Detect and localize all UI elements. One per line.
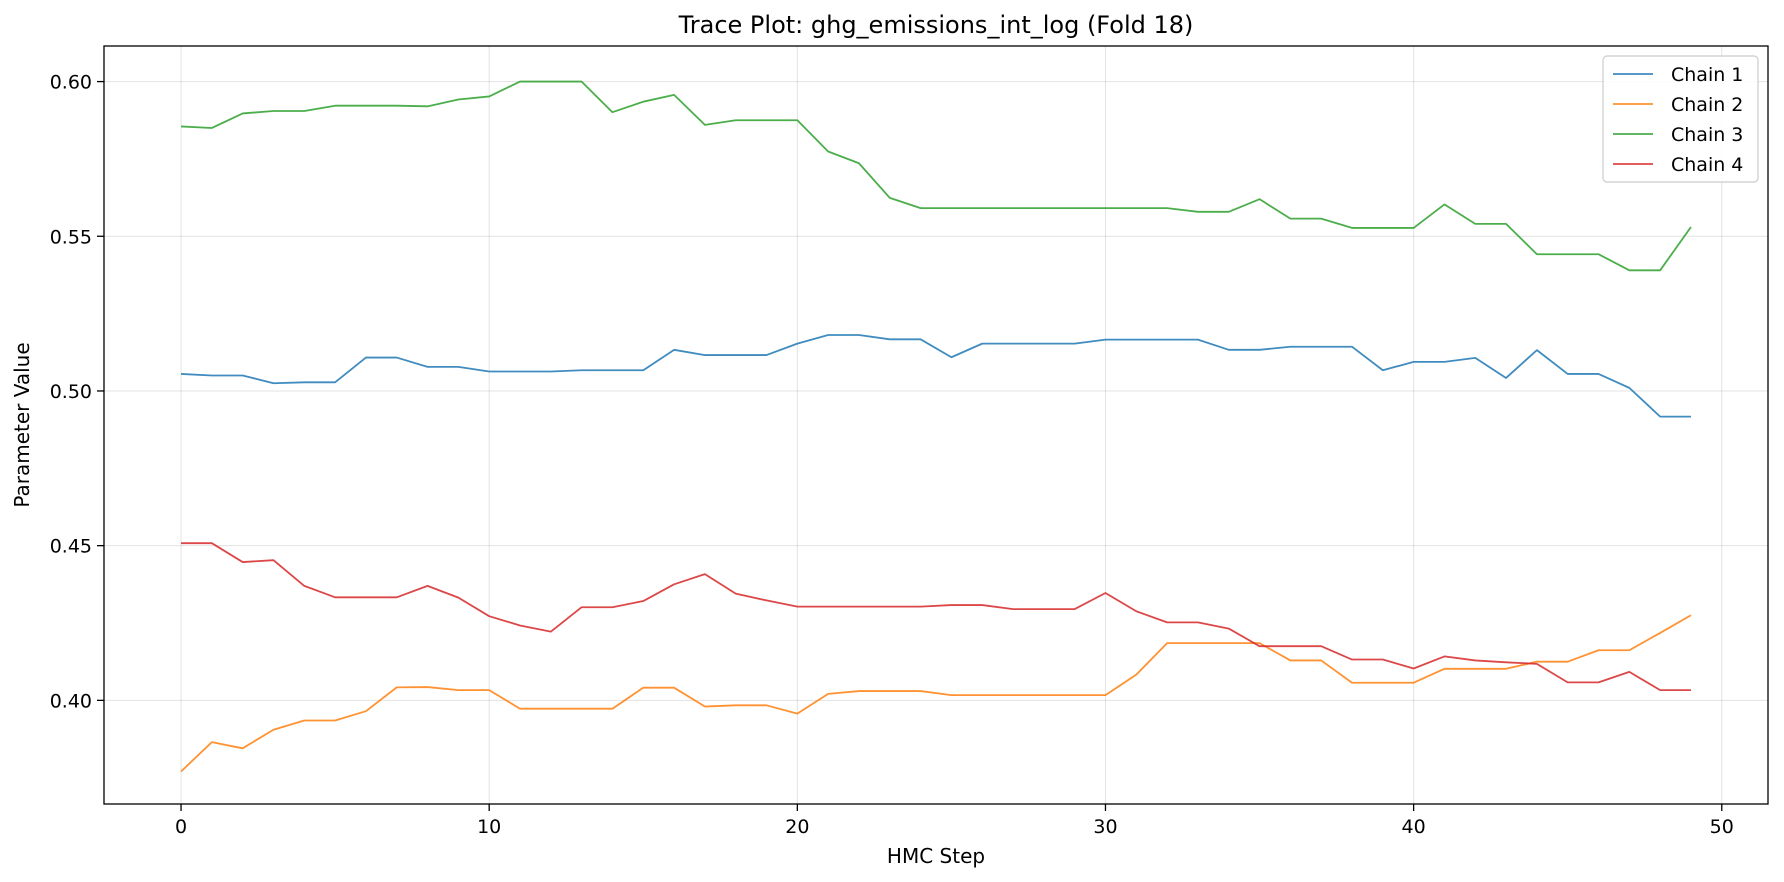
y-tick-label: 0.50 — [50, 381, 92, 403]
x-tick-label: 40 — [1402, 816, 1426, 838]
legend-label-chain-2: Chain 2 — [1671, 94, 1743, 116]
plot-frame — [103, 45, 1769, 805]
series-line-chain-4 — [181, 542, 1691, 692]
series-line-chain-2 — [180, 614, 1692, 773]
x-tick-label: 0 — [175, 816, 187, 838]
x-tick-label: 50 — [1710, 816, 1734, 838]
legend-label-chain-1: Chain 1 — [1671, 64, 1743, 86]
y-axis-label: Parameter Value — [10, 342, 34, 507]
x-axis-label: HMC Step — [887, 844, 985, 868]
x-tick-label: 10 — [477, 816, 501, 838]
x-axis: 0 10 20 30 40 50 — [175, 804, 1734, 838]
y-axis: 0.40 0.45 0.50 0.55 0.60 — [50, 72, 104, 712]
x-tick-label: 20 — [785, 816, 809, 838]
grid-layer — [104, 46, 1768, 804]
series-line-chain-1 — [180, 334, 1691, 418]
legend-label-chain-3: Chain 3 — [1671, 124, 1743, 146]
series-layer — [180, 80, 1692, 773]
y-tick-label: 0.45 — [50, 536, 92, 558]
x-tick-label: 30 — [1093, 816, 1117, 838]
series-line-chain-3 — [180, 80, 1692, 272]
legend-frame — [1602, 55, 1759, 183]
legend: Chain 1 Chain 2 Chain 3 Chain 4 — [1602, 55, 1759, 183]
y-tick-label: 0.60 — [50, 72, 92, 94]
y-tick-label: 0.55 — [50, 226, 92, 248]
y-tick-label: 0.40 — [50, 690, 92, 712]
legend-label-chain-4: Chain 4 — [1671, 154, 1743, 176]
chart-title: Trace Plot: ghg_emissions_int_log (Fold … — [678, 11, 1194, 39]
